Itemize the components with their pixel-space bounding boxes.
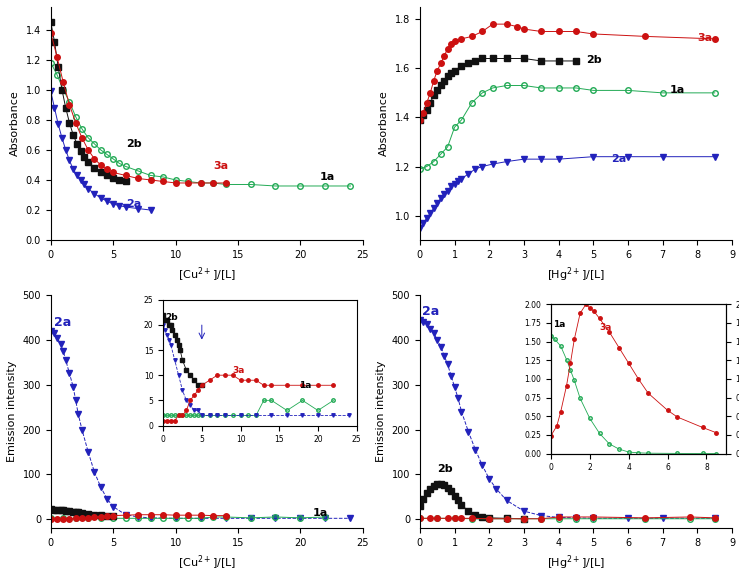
Text: 1a: 1a [670, 85, 685, 95]
Text: 1a: 1a [313, 508, 328, 518]
Text: 3a: 3a [213, 162, 228, 171]
Y-axis label: Emission intensity: Emission intensity [376, 361, 386, 462]
Text: 3a: 3a [698, 34, 712, 43]
X-axis label: [Hg$^{2+}$]/[L]: [Hg$^{2+}$]/[L] [547, 265, 605, 284]
X-axis label: [Hg$^{2+}$]/[L]: [Hg$^{2+}$]/[L] [547, 554, 605, 572]
Y-axis label: Absorbance: Absorbance [379, 91, 389, 156]
X-axis label: [Cu$^{2+}$]/[L]: [Cu$^{2+}$]/[L] [178, 554, 236, 572]
Text: 2b: 2b [586, 56, 602, 65]
X-axis label: [Cu$^{2+}$]/[L]: [Cu$^{2+}$]/[L] [178, 265, 236, 284]
Text: 2a: 2a [610, 153, 626, 164]
Text: 2a: 2a [55, 316, 72, 329]
Text: 2a: 2a [126, 199, 141, 209]
Y-axis label: Emission intensity: Emission intensity [7, 361, 17, 462]
Text: 2b: 2b [126, 139, 141, 149]
Text: 2b: 2b [437, 464, 453, 474]
Y-axis label: Absorbance: Absorbance [10, 91, 20, 156]
Text: 2a: 2a [422, 305, 439, 318]
Text: 1a: 1a [319, 172, 335, 182]
